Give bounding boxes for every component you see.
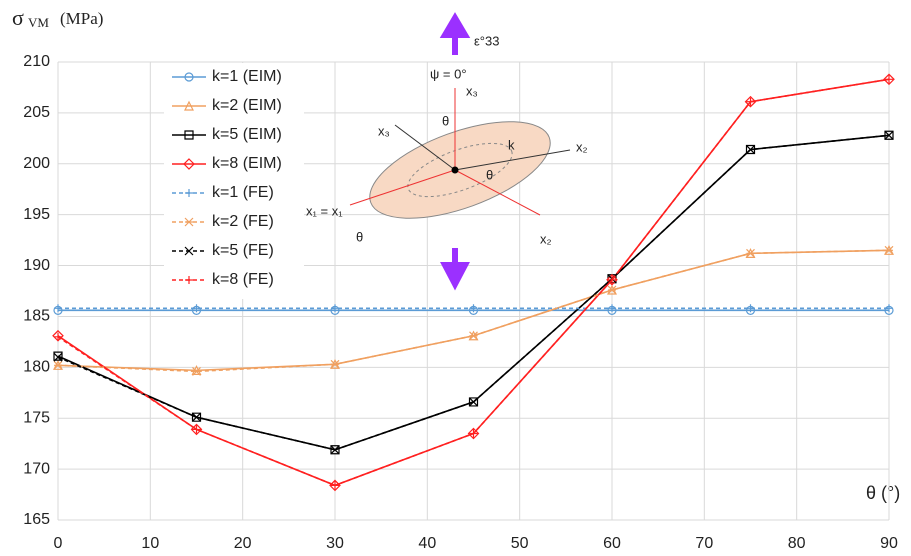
marker [331,304,339,313]
annotation: x₂ [576,139,588,154]
origin [451,166,459,174]
marker [329,479,341,492]
marker [469,331,478,341]
x-tick-label: 80 [788,535,806,552]
annotation: x₃ [466,83,478,98]
marker [185,189,193,197]
x-label: θ (°) [866,483,900,503]
marker [746,97,755,106]
x-tick-label: 20 [234,535,252,552]
marker [885,75,893,84]
legend-label: k=2 (FE) [212,213,274,230]
x-tick-label: 40 [418,535,436,552]
marker [467,427,480,440]
annotation: x₂ [540,231,552,246]
ellipse [407,142,513,198]
marker [192,412,201,422]
x-tick-label: 10 [141,535,159,552]
marker [54,332,62,341]
marker [883,73,895,86]
marker [184,246,194,256]
legend-label: k=1 (FE) [212,184,274,201]
marker [184,100,194,111]
x-tick-label: 90 [880,535,898,552]
marker [184,72,194,82]
y-label-unit: (MPa) [60,9,103,28]
y-tick-label: 205 [23,104,50,121]
legend-label: k=2 (EIM) [212,97,282,114]
annotation: x₁ = x₁ [306,203,343,218]
legend-box [164,63,304,299]
legend-label: k=8 (EIM) [212,155,282,172]
annotation: θ [356,229,363,244]
marker [469,304,478,313]
marker [745,144,756,155]
marker [606,273,618,286]
marker [330,445,340,455]
y-tick-label: 210 [23,53,50,70]
x-tick-label: 0 [54,535,63,552]
arrow [439,12,471,55]
legend-label: k=5 (EIM) [212,126,282,143]
x-tick-label: 70 [695,535,713,552]
annotation: x₃ [378,123,390,138]
y-label: σ [12,5,24,30]
y-tick-label: 175 [23,409,50,426]
marker [192,425,201,434]
marker [884,130,894,140]
marker [744,95,757,108]
marker [53,351,63,361]
marker [53,352,63,362]
axis [454,169,541,216]
annotation: θ [486,167,493,182]
annotation: ε°33 [474,33,499,48]
marker [885,304,893,313]
y-tick-label: 190 [23,257,50,274]
marker [746,248,755,258]
marker [183,158,195,170]
marker [469,429,478,438]
arrow [440,248,470,291]
marker [331,481,339,490]
y-tick-label: 165 [23,511,50,528]
legend-label: k=1 (EIM) [212,68,282,85]
axis [349,169,456,206]
marker [184,217,194,227]
marker [884,245,894,255]
y-tick-label: 185 [23,308,50,325]
marker [607,285,617,295]
x-tick-label: 60 [603,535,621,552]
axis [454,149,571,171]
marker [184,130,194,140]
y-tick-label: 170 [23,460,50,477]
annotation: k [508,137,515,152]
legend-label: k=8 (FE) [212,271,274,288]
x-tick-label: 30 [326,535,344,552]
x-tick-label: 50 [511,535,529,552]
y-tick-label: 180 [23,359,50,376]
axis [394,124,456,171]
marker [185,276,193,284]
marker [746,304,755,313]
y-tick-label: 200 [23,155,50,172]
annotation: θ [442,113,449,128]
marker [746,145,755,154]
marker [469,397,478,407]
y-label-sub: VM [28,15,49,30]
marker [608,304,616,313]
legend-label: k=5 (FE) [212,242,274,259]
marker [53,360,63,370]
y-tick-label: 195 [23,206,50,223]
ellipsoid [369,121,551,219]
marker [608,275,616,284]
annotation: ψ = 0° [430,66,467,81]
marker [192,304,201,313]
marker [192,366,201,376]
marker [191,365,202,375]
marker [54,304,62,313]
marker [330,359,340,369]
